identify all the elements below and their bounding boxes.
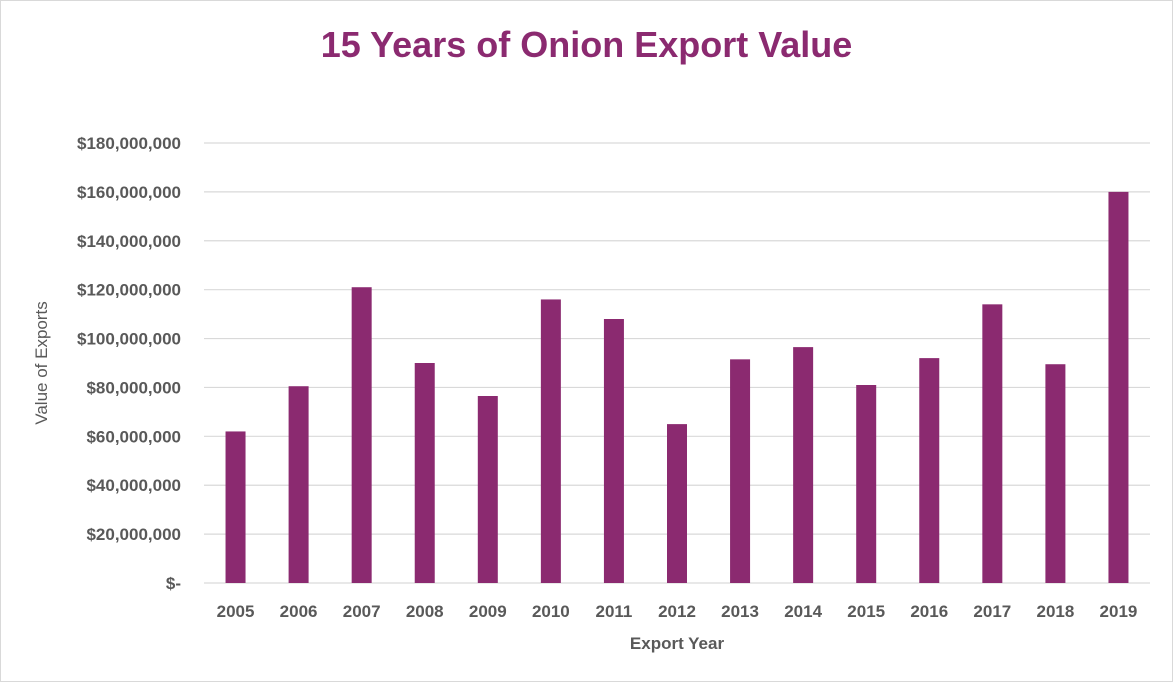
bar-2007[interactable] (351, 287, 372, 583)
x-tick-label-2012: 2012 (658, 602, 696, 621)
y-tick-label-3: $60,000,000 (86, 427, 181, 446)
bar-2010[interactable] (540, 299, 561, 583)
y-axis-title: Value of Exports (32, 301, 51, 424)
x-tick-label-2009: 2009 (469, 602, 507, 621)
y-tick-label-5: $100,000,000 (77, 330, 181, 349)
bar-2013[interactable] (730, 359, 751, 583)
bar-2012[interactable] (667, 424, 687, 583)
x-tick-label-2017: 2017 (973, 602, 1011, 621)
chart-title: 15 Years of Onion Export Value (320, 24, 853, 65)
x-tick-label-2019: 2019 (1100, 602, 1138, 621)
y-tick-label-7: $140,000,000 (77, 232, 181, 251)
bar-2014[interactable] (793, 347, 814, 583)
bar-2008[interactable] (414, 363, 435, 583)
bar-2017[interactable] (982, 304, 1003, 583)
y-tick-label-0: $- (166, 574, 181, 593)
y-tick-label-9: $180,000,000 (77, 134, 181, 153)
bar-2015[interactable] (856, 385, 877, 583)
x-tick-label-2014: 2014 (784, 602, 822, 621)
x-tick-label-2015: 2015 (847, 602, 885, 621)
x-tick-label-2005: 2005 (217, 602, 255, 621)
x-tick-label-2018: 2018 (1036, 602, 1074, 621)
bar-2016[interactable] (919, 358, 940, 583)
x-tick-label-2016: 2016 (910, 602, 948, 621)
x-tick-label-2011: 2011 (595, 602, 632, 621)
x-tick-label-2006: 2006 (280, 602, 318, 621)
x-tick-label-2007: 2007 (343, 602, 381, 621)
x-axis-title: Export Year (630, 634, 725, 653)
bar-2018[interactable] (1045, 364, 1066, 583)
bar-2019[interactable] (1108, 191, 1129, 583)
bar-2009[interactable] (477, 396, 498, 583)
bar-2006[interactable] (288, 386, 309, 583)
bar-2005[interactable] (225, 431, 246, 583)
x-tick-label-2008: 2008 (406, 602, 444, 621)
y-tick-label-2: $40,000,000 (86, 476, 181, 495)
x-tick-label-2010: 2010 (532, 602, 570, 621)
y-tick-label-1: $20,000,000 (86, 525, 181, 544)
y-tick-label-8: $160,000,000 (77, 183, 181, 202)
y-tick-label-4: $80,000,000 (86, 378, 181, 397)
x-tick-label-2013: 2013 (721, 602, 759, 621)
y-tick-label-6: $120,000,000 (77, 281, 181, 300)
bar-2011[interactable] (603, 319, 624, 583)
